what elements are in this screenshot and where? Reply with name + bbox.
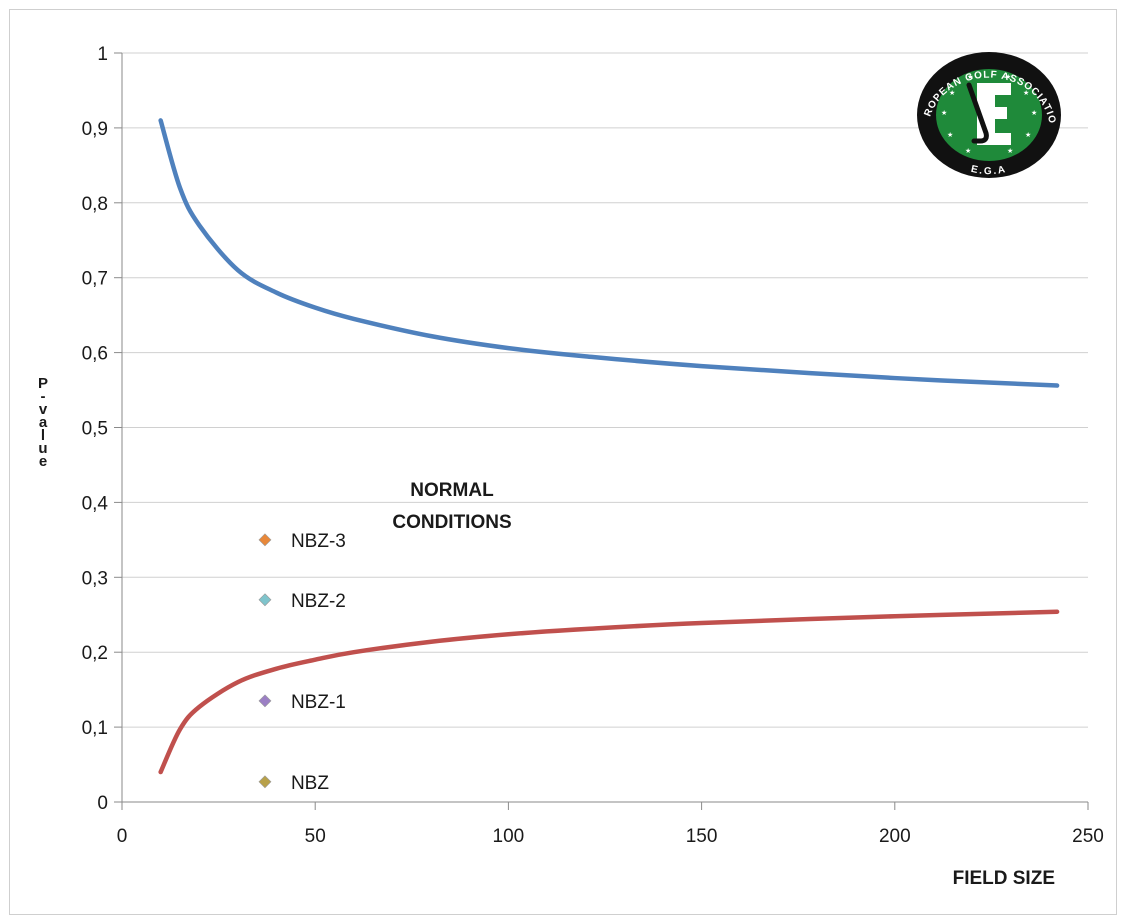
svg-text:★: ★: [1023, 89, 1029, 97]
y-axis-label-char: P: [38, 375, 48, 392]
y-axis-label-char: a: [39, 414, 48, 431]
x-tick-label: 50: [305, 826, 326, 847]
logo-stars: ★ ★ ★ ★ ★ ★ ★ ★ ★ ★: [941, 73, 1037, 155]
series-lines: [158, 118, 1060, 775]
marker-label: NBZ-1: [291, 692, 346, 713]
svg-text:★: ★: [1031, 109, 1037, 117]
y-axis-label-char: v: [39, 401, 48, 418]
svg-text:★: ★: [967, 73, 973, 81]
chart: 0 0,1 0,2 0,3 0,4 0,5 0,6 0,7 0,8 0,9 1 0 50 100 150 2…: [38, 44, 1104, 889]
axes: [114, 52, 1089, 810]
y-axis-label-char: e: [39, 453, 47, 470]
svg-text:★: ★: [949, 89, 955, 97]
marker-point: [258, 694, 272, 708]
y-tick-label: 0,2: [82, 643, 108, 664]
annotation-line2: CONDITIONS: [392, 512, 511, 533]
x-tick-label: 250: [1072, 826, 1104, 847]
y-tick-label: 1: [97, 44, 108, 65]
svg-text:★: ★: [947, 131, 953, 139]
x-axis-label: FIELD SIZE: [953, 868, 1055, 889]
annotation-line1: NORMAL: [410, 480, 494, 501]
y-tick-label: 0,5: [82, 419, 108, 440]
y-tick-label: 0,1: [82, 718, 108, 739]
x-tick-label: 0: [117, 826, 128, 847]
y-tick-label: 0,9: [82, 119, 108, 140]
y-tick-label: 0: [97, 793, 108, 814]
x-tick-label: 100: [493, 826, 525, 847]
svg-text:★: ★: [1005, 73, 1011, 81]
y-axis-label-char: l: [41, 427, 45, 444]
svg-text:★: ★: [1007, 147, 1013, 155]
ega-logo: ★★★ ★★★ ★★ ★★ EUROPEAN GOLF ASSOCIATION …: [917, 52, 1061, 178]
y-tick-label: 0,6: [82, 344, 108, 365]
x-tick-labels: 0 50 100 150 200 250: [117, 826, 1104, 847]
logo-emblem: [977, 83, 1011, 145]
series-line-2: [158, 609, 1060, 775]
y-tick-label: 0,4: [82, 493, 109, 514]
series-line-1: [158, 118, 1060, 388]
golf-club-icon: [966, 82, 989, 144]
x-tick-label: 150: [686, 826, 718, 847]
marker-label: NBZ-2: [291, 591, 346, 612]
y-tick-labels: 0 0,1 0,2 0,3 0,4 0,5 0,6 0,7 0,8 0,9 1: [82, 44, 109, 814]
y-axis-label-char: u: [38, 440, 47, 457]
y-tick-label: 0,3: [82, 568, 108, 589]
marker-label: NBZ: [291, 773, 329, 794]
svg-text:★: ★: [941, 109, 947, 117]
y-tick-label: 0,7: [82, 269, 108, 290]
y-axis-label-char: -: [41, 388, 46, 405]
chart-frame: 0 0,1 0,2 0,3 0,4 0,5 0,6 0,7 0,8 0,9 1 0 50 100 150 2…: [9, 9, 1117, 915]
marker-point: [258, 533, 272, 547]
x-tick-label: 200: [879, 826, 911, 847]
gridlines: [122, 52, 1088, 728]
markers: NBZ-3 NBZ-2 NBZ-1 NBZ: [258, 531, 346, 794]
marker-label: NBZ-3: [291, 531, 346, 552]
svg-text:★: ★: [1025, 131, 1031, 139]
marker-point: [258, 593, 272, 607]
y-tick-label: 0,8: [82, 194, 108, 215]
marker-point: [258, 775, 272, 789]
svg-text:★: ★: [965, 147, 971, 155]
